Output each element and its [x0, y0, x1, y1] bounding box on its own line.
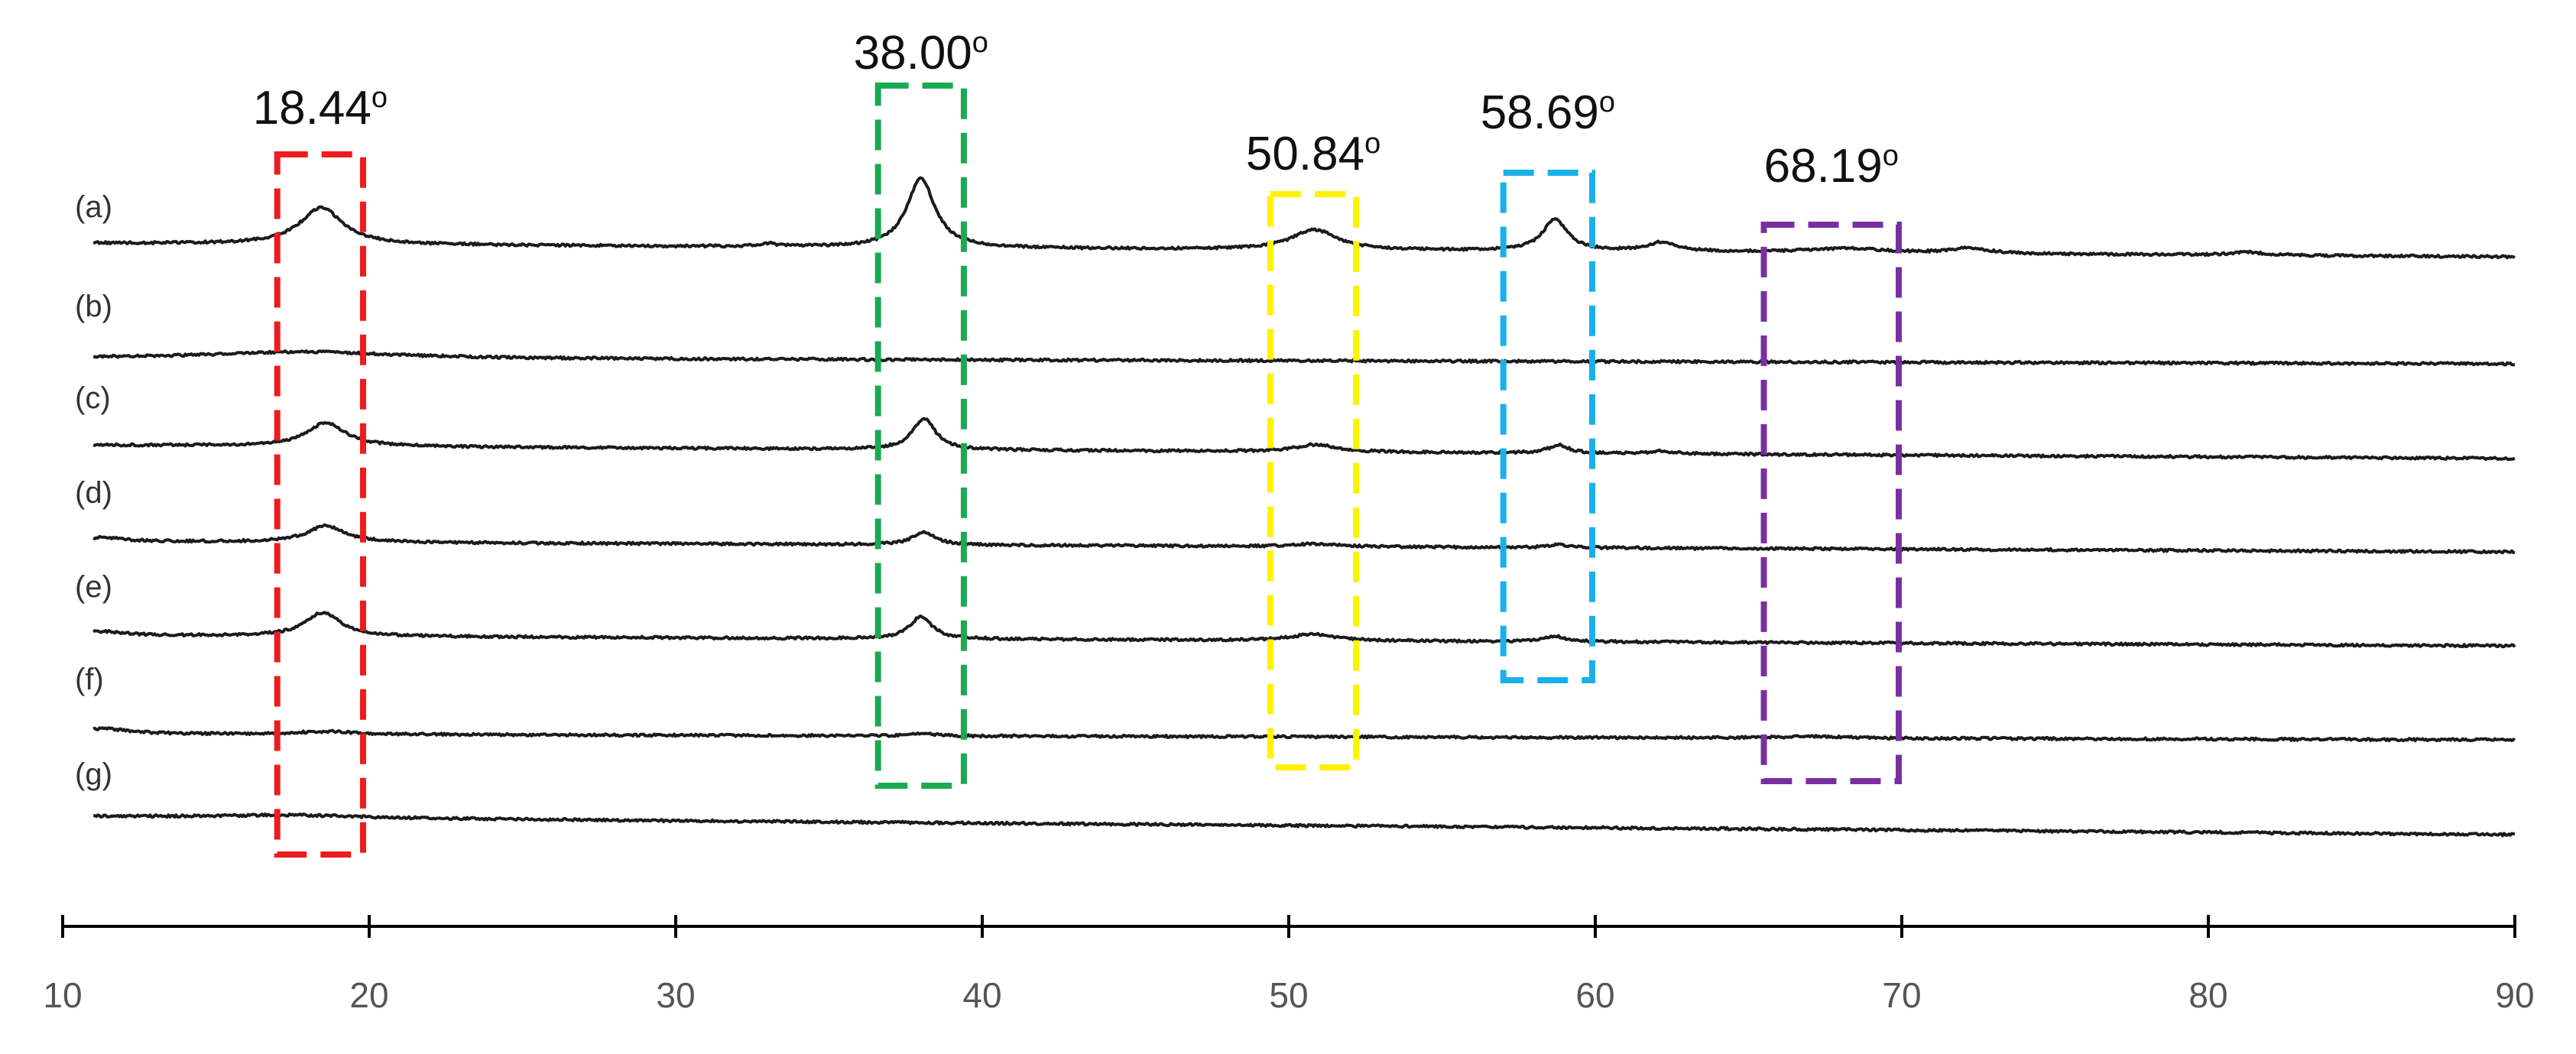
peak-box-38-00: [874, 83, 967, 789]
x-tick-label-30: 30: [656, 975, 695, 1015]
series-label-g: (g): [75, 757, 112, 791]
x-tick-label-60: 60: [1575, 975, 1614, 1015]
peak-boxes-group: [274, 83, 1902, 858]
x-tick-label-10: 10: [43, 975, 82, 1015]
x-tick-label-50: 50: [1269, 975, 1308, 1015]
series-line-c: [92, 417, 2516, 462]
x-axis: 10 20 30 40 50 60 70 80 90: [43, 915, 2535, 1015]
series-labels-group: (a) (b) (c) (d) (e) (f) (g): [75, 190, 112, 791]
x-tick-label-80: 80: [2188, 975, 2227, 1015]
peak-box-50-84: [1267, 191, 1360, 770]
traces-group: [92, 176, 2516, 838]
peak-label-38-00: 38.00o: [854, 27, 988, 79]
series-line-d: [92, 523, 2516, 555]
series-label-c: (c): [75, 381, 111, 415]
x-tick-label-70: 70: [1882, 975, 1921, 1015]
series-line-f: [92, 726, 2516, 743]
peak-label-58-69: 58.69o: [1481, 86, 1615, 139]
peak-label-18-44: 18.44o: [253, 82, 388, 135]
series-label-a: (a): [75, 190, 112, 224]
peak-box-58-69: [1500, 170, 1595, 683]
peak-box-18-44: [274, 151, 366, 858]
peak-box-68-19: [1760, 222, 1902, 784]
series-line-a: [92, 176, 2516, 260]
series-label-e: (e): [75, 570, 112, 604]
series-label-f: (f): [75, 663, 104, 696]
x-tick-label-20: 20: [349, 975, 388, 1015]
peak-labels-group: 18.44o 38.00o 50.84o 58.69o 68.19o: [253, 27, 1899, 193]
peak-label-50-84: 50.84o: [1246, 128, 1380, 180]
series-label-d: (d): [75, 476, 112, 510]
peak-label-68-19: 68.19o: [1764, 140, 1899, 193]
x-tick-label-90: 90: [2495, 975, 2534, 1015]
series-label-b: (b): [75, 290, 112, 323]
series-line-g: [93, 812, 2516, 838]
x-tick-label-40: 40: [962, 975, 1001, 1015]
series-line-b: [93, 349, 2516, 367]
series-line-e: [92, 611, 2516, 649]
